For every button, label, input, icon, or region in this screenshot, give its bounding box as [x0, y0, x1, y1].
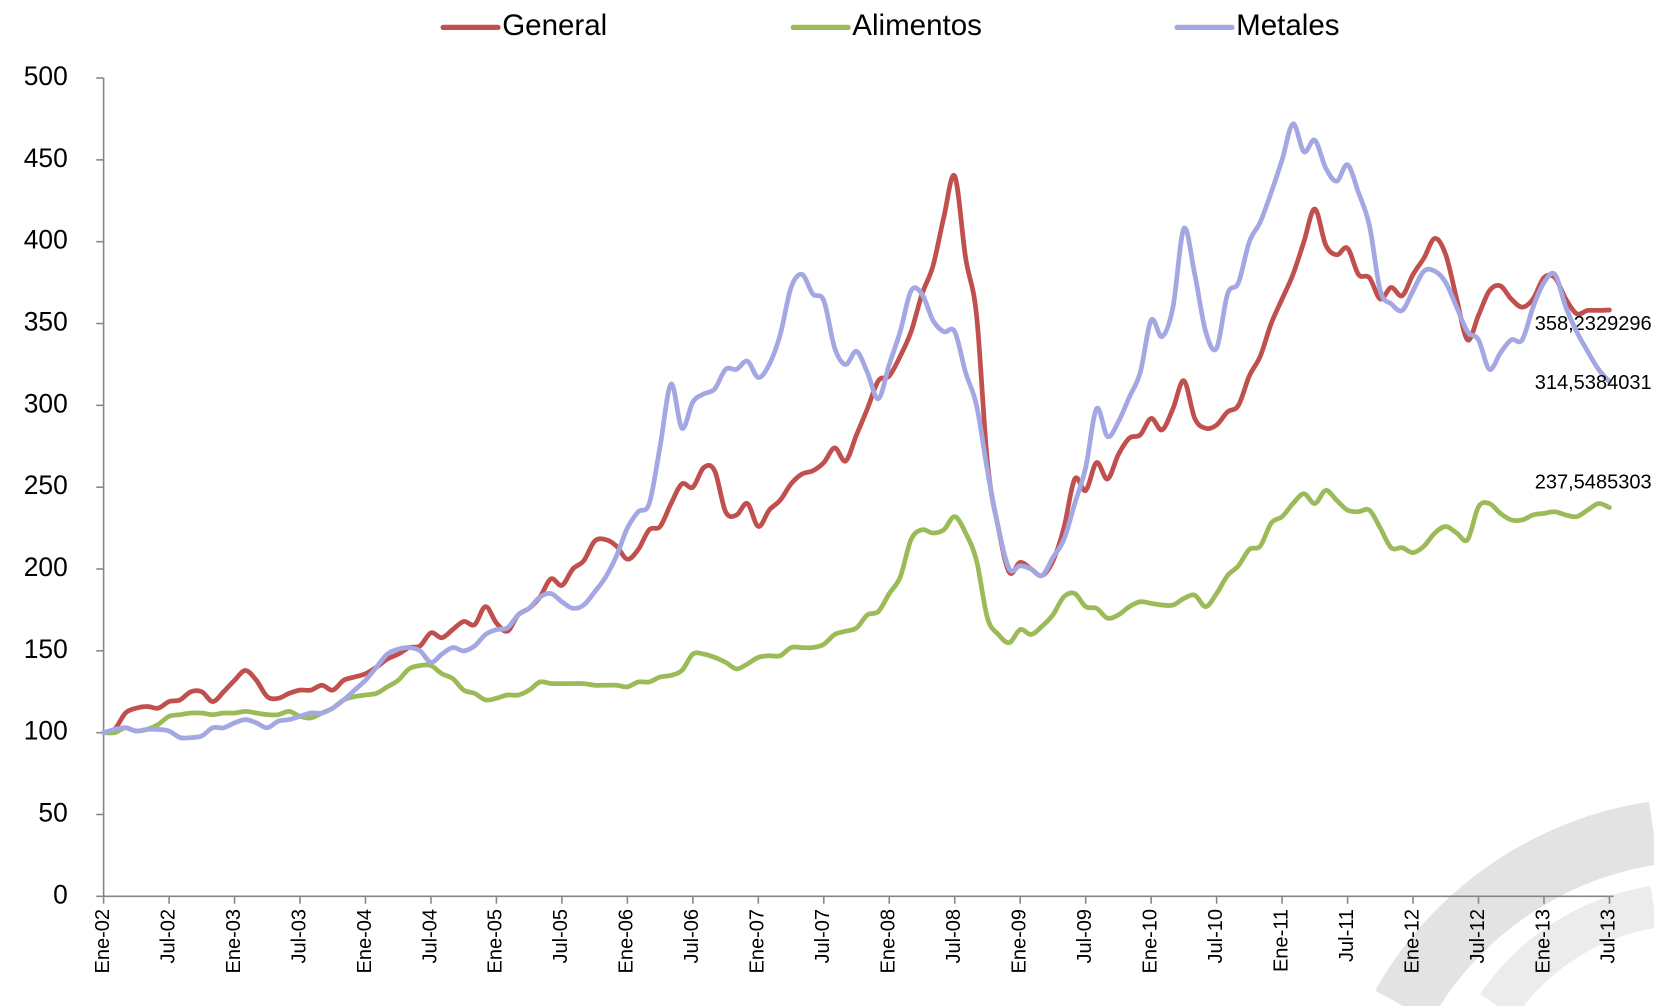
y-tick-label: 0: [53, 879, 68, 909]
x-tick-label: Jul-03: [288, 909, 310, 964]
x-tick-label: Jul-11: [1336, 909, 1358, 962]
x-tick-label: Ene-09: [1009, 909, 1031, 974]
watermark: [1375, 801, 1654, 1006]
data-label: 314,5384031: [1535, 372, 1652, 394]
y-tick-label: 300: [24, 388, 68, 418]
legend-label: Alimentos: [852, 9, 982, 42]
y-tick-label: 150: [24, 634, 68, 664]
x-tick-label: Jul-10: [1205, 909, 1227, 964]
x-tick-label: Ene-02: [92, 909, 114, 974]
x-tick-label: Ene-08: [878, 909, 900, 974]
x-tick-label: Jul-07: [812, 909, 834, 964]
series-line: [101, 121, 1612, 741]
y-tick-label: 200: [24, 552, 68, 582]
x-tick-label: Jul-08: [943, 909, 965, 964]
data-label: 358,2329296: [1535, 313, 1652, 335]
x-tick-label: Ene-07: [747, 909, 769, 974]
x-tick-label: Ene-13: [1532, 909, 1554, 974]
legend-label: General: [502, 9, 607, 42]
x-tick-label: Ene-05: [485, 909, 507, 974]
y-tick-label: 250: [24, 470, 68, 500]
legend-label: Metales: [1236, 9, 1339, 42]
y-tick-label: 400: [24, 225, 68, 255]
x-tick-label: Ene-11: [1270, 909, 1292, 972]
y-tick-label: 500: [24, 61, 68, 91]
x-tick-label: Jul-06: [681, 909, 703, 964]
x-tick-label: Jul-02: [157, 909, 179, 964]
x-tick-label: Ene-04: [354, 909, 376, 974]
series-line: [101, 173, 1612, 736]
series-line: [101, 488, 1612, 736]
x-tick-label: Jul-04: [419, 909, 441, 964]
y-tick-label: 350: [24, 306, 68, 336]
x-tick-label: Jul-09: [1074, 909, 1096, 964]
data-label: 237,5485303: [1535, 472, 1652, 494]
x-tick-label: Ene-12: [1401, 909, 1423, 974]
x-tick-label: Jul-05: [550, 909, 572, 964]
x-tick-label: Jul-13: [1598, 909, 1620, 964]
y-tick-label: 450: [24, 143, 68, 173]
y-tick-label: 50: [38, 797, 67, 827]
x-tick-label: Jul-12: [1467, 909, 1489, 964]
x-tick-label: Ene-06: [616, 909, 638, 974]
x-tick-label: Ene-03: [223, 909, 245, 974]
y-tick-label: 100: [24, 716, 68, 746]
x-tick-label: Ene-10: [1139, 909, 1161, 974]
